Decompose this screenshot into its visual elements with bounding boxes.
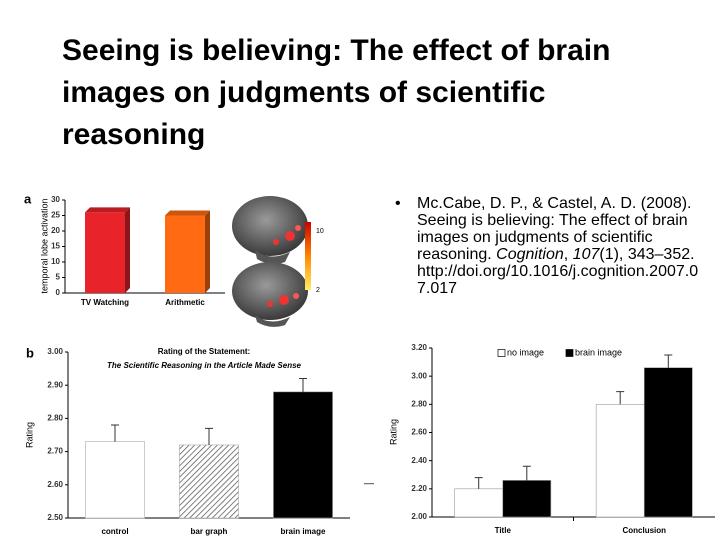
error-bar	[205, 427, 213, 445]
bar-side	[205, 210, 210, 293]
panel-label: b	[26, 345, 34, 360]
panel-label: a	[24, 191, 32, 206]
bar	[85, 441, 145, 519]
y-tick-label: 30	[51, 195, 60, 204]
bar	[454, 488, 504, 518]
y-tick-label: 2.70	[47, 447, 63, 456]
y-tick-label: 2.60	[411, 428, 427, 437]
colorbar-label: 2	[316, 287, 320, 294]
citation: • Mc.Cabe, D. P., & Castel, A. D. (2008)…	[395, 195, 700, 297]
x-tick-label: Arithmetic	[165, 298, 205, 307]
y-tick-label: 3.00	[47, 347, 63, 356]
y-tick-label: 2.50	[47, 513, 63, 522]
chart-title: Rating of the Statement:	[158, 347, 250, 356]
y-tick-label: 15	[51, 242, 60, 251]
chart-subtitle: The Scientific Reasoning in the Article …	[107, 361, 302, 370]
y-tick-label: 2.90	[47, 380, 63, 389]
x-tick-label: bar graph	[191, 527, 228, 536]
error-bar	[111, 424, 119, 442]
slide-title: Seeing is believing: The effect of brain…	[62, 34, 611, 151]
legend-label: no image	[507, 347, 544, 357]
y-tick-label: 2.40	[411, 456, 427, 465]
y-tick-label: 2.80	[411, 399, 427, 408]
x-tick-label: TV Watching	[81, 298, 129, 307]
x-tick-label: Title	[495, 526, 512, 535]
legend-label: brain image	[575, 347, 622, 357]
bar	[595, 404, 645, 518]
error-bar	[664, 354, 673, 368]
y-tick-label: 3.20	[411, 343, 427, 352]
y-tick-label: 0	[56, 288, 61, 297]
y-tick-label: 25	[51, 211, 60, 220]
bar	[179, 444, 239, 519]
bar	[85, 212, 125, 293]
dash: —	[364, 479, 374, 490]
bar-top	[165, 210, 210, 216]
x-tick-label: Conclusion	[622, 526, 666, 535]
y-tick-label: 20	[51, 226, 60, 235]
error-bar	[474, 477, 483, 489]
bullet: •	[395, 195, 401, 212]
error-bar	[522, 465, 531, 481]
bar	[502, 480, 552, 518]
y-tick-label: 2.00	[411, 512, 427, 521]
y-tick-label: 3.00	[411, 371, 427, 380]
bar-side	[125, 207, 130, 293]
bar	[165, 215, 205, 293]
citation-text: Mc.Cabe, D. P., & Castel, A. D. (2008). …	[417, 195, 700, 297]
bar	[273, 391, 333, 519]
bar	[643, 367, 693, 518]
x-tick-label: brain image	[281, 527, 326, 536]
citation-part: Mc.Cabe, D. P., & Castel, A. D. (2008). …	[417, 195, 692, 263]
y-tick-label: 2.20	[411, 484, 427, 493]
error-bar	[616, 391, 625, 405]
brain-images	[232, 196, 311, 327]
journal: Cognition	[496, 246, 564, 263]
y-axis-label: Rating	[24, 422, 34, 448]
error-bar	[299, 378, 307, 392]
bar-top	[85, 207, 130, 213]
legend-swatch	[565, 349, 574, 357]
volume: 107	[572, 246, 600, 263]
colorbar-label: 10	[316, 228, 324, 235]
x-tick-label: control	[101, 527, 128, 536]
y-tick-label: 2.80	[47, 414, 63, 423]
y-tick-label: 5	[56, 273, 61, 282]
legend-swatch	[497, 349, 506, 357]
citation-part: (1), 343–352. http://doi.org/10.1016/j.c…	[417, 246, 699, 297]
y-axis-label: temporal lobe activation	[39, 198, 49, 293]
y-tick-label: 2.60	[47, 480, 63, 489]
y-axis-label: Rating	[388, 419, 398, 445]
citation-part: ,	[563, 246, 573, 263]
y-tick-label: 10	[51, 257, 60, 266]
